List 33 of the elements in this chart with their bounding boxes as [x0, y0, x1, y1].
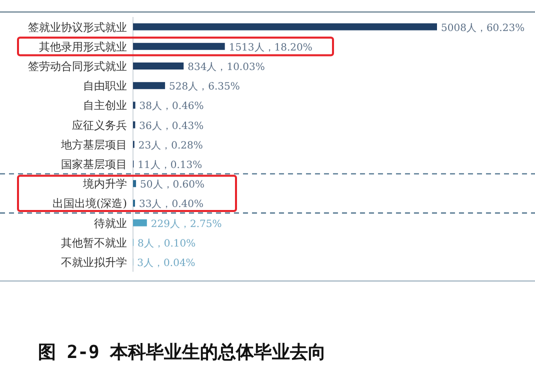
y-tick-label: 不就业拟升学	[61, 256, 127, 269]
bar	[133, 23, 437, 30]
bar	[133, 62, 184, 70]
y-tick-label: 其他暂不就业	[61, 236, 127, 250]
data-label: 8人，0.10%	[137, 238, 196, 250]
y-tick-label: 自主创业	[83, 99, 127, 112]
data-label: 33人，0.40%	[139, 199, 204, 210]
data-label: 5008人，60.23%	[441, 22, 525, 34]
y-tick-label: 签就业协议形式就业	[28, 20, 127, 34]
y-tick-label: 待就业	[94, 216, 127, 230]
data-label: 38人，0.46%	[139, 101, 204, 112]
y-tick-label: 国家基层项目	[61, 158, 127, 171]
y-tick-label: 境内升学	[82, 178, 127, 191]
data-label: 834人，10.03%	[188, 62, 265, 73]
data-label: 1513人，18.20%	[228, 42, 312, 54]
y-tick-label: 应征义务兵	[72, 118, 127, 132]
data-label: 229人，2.75%	[150, 218, 222, 230]
y-tick-label: 其他录用形式就业	[39, 40, 127, 54]
text: 图 2-9 本科毕业生的总体毕业去向	[38, 342, 326, 363]
data-label: 3人，0.04%	[137, 258, 196, 269]
y-tick-label: 自由职业	[83, 80, 127, 93]
y-tick-label: 出国出境(深造)	[52, 197, 127, 210]
bar	[133, 82, 166, 90]
bar	[133, 219, 147, 226]
bar	[133, 180, 136, 188]
data-label: 36人，0.43%	[139, 120, 204, 132]
y-tick-label: 签劳动合同形式就业	[28, 60, 127, 73]
data-label: 528人，6.35%	[169, 82, 240, 93]
y-tick-label: 地方基层项目	[60, 138, 127, 152]
data-label: 50人，0.60%	[140, 180, 205, 191]
data-label: 23人，0.28%	[138, 140, 203, 152]
data-label: 11人，0.13%	[138, 160, 202, 171]
bar	[133, 42, 225, 50]
